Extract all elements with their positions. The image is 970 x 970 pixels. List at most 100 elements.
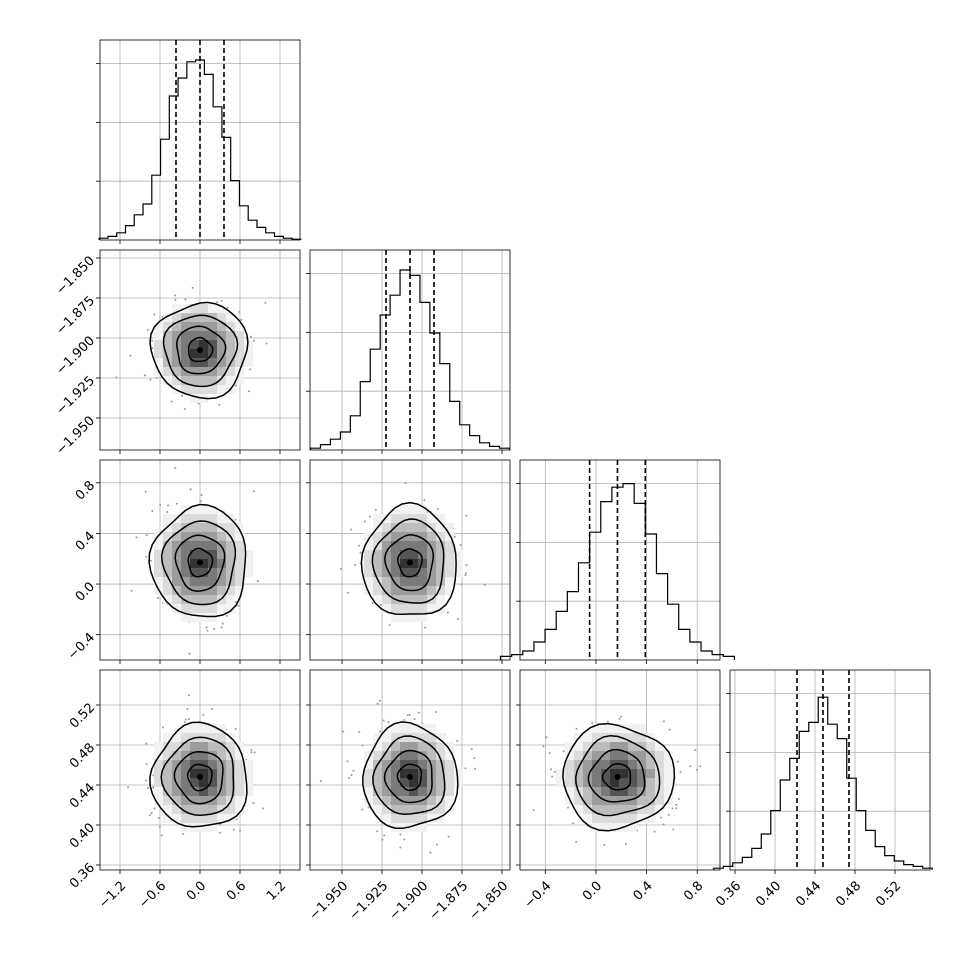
panel-3-2 bbox=[516, 669, 721, 874]
density-cell bbox=[418, 742, 427, 751]
density-cell bbox=[154, 778, 163, 787]
peak-marker bbox=[407, 774, 413, 780]
density-cell bbox=[646, 796, 655, 805]
density-cell bbox=[208, 367, 217, 376]
density-cell bbox=[583, 787, 592, 796]
scatter-point bbox=[199, 500, 202, 503]
density-cell bbox=[418, 814, 427, 823]
density-cell bbox=[217, 586, 226, 595]
density-cell bbox=[172, 577, 181, 586]
density-cell bbox=[628, 760, 637, 769]
density-cell bbox=[427, 541, 436, 550]
density-cell bbox=[391, 760, 400, 769]
density-cell bbox=[436, 514, 445, 523]
density-cell bbox=[391, 559, 400, 568]
scatter-point bbox=[186, 707, 189, 710]
scatter-point bbox=[174, 298, 177, 301]
density-cell bbox=[163, 787, 172, 796]
density-cell bbox=[226, 550, 235, 559]
density-cell bbox=[163, 331, 172, 340]
density-cell bbox=[199, 385, 208, 394]
scatter-point bbox=[456, 739, 459, 742]
scatter-point bbox=[662, 720, 665, 723]
density-cell bbox=[400, 559, 409, 568]
density-cell bbox=[409, 550, 418, 559]
density-cell bbox=[391, 604, 400, 613]
density-cell bbox=[208, 505, 217, 514]
density-cell bbox=[373, 559, 382, 568]
density-cell bbox=[172, 304, 181, 313]
scatter-point bbox=[232, 828, 235, 831]
density-cell bbox=[436, 760, 445, 769]
scatter-point bbox=[197, 402, 200, 405]
density-cell bbox=[400, 778, 409, 787]
scatter-point bbox=[130, 589, 133, 592]
y-tick-label: −1.875 bbox=[53, 293, 98, 338]
scatter-point bbox=[436, 843, 439, 846]
panel-0-0 bbox=[96, 39, 302, 244]
density-cell bbox=[154, 568, 163, 577]
scatter-point bbox=[261, 807, 264, 810]
density-cell bbox=[163, 541, 172, 550]
density-cell bbox=[664, 769, 673, 778]
density-cell bbox=[208, 751, 217, 760]
density-cell bbox=[436, 568, 445, 577]
density-cell bbox=[427, 604, 436, 613]
density-cell bbox=[409, 532, 418, 541]
density-cell bbox=[172, 550, 181, 559]
scatter-point bbox=[361, 744, 364, 747]
density-cell bbox=[226, 349, 235, 358]
density-cell bbox=[217, 331, 226, 340]
panel-2-2 bbox=[499, 459, 736, 664]
density-cell bbox=[154, 541, 163, 550]
density-cell bbox=[583, 751, 592, 760]
density-cell bbox=[418, 550, 427, 559]
density-cell bbox=[364, 532, 373, 541]
density-cell bbox=[418, 505, 427, 514]
scatter-point bbox=[562, 750, 565, 753]
scatter-point bbox=[146, 787, 149, 790]
density-cell bbox=[391, 751, 400, 760]
scatter-point bbox=[603, 844, 606, 847]
density-cell bbox=[436, 550, 445, 559]
density-cell bbox=[454, 559, 463, 568]
density-cell bbox=[208, 322, 217, 331]
scatter-point bbox=[464, 574, 467, 577]
density-cell bbox=[154, 769, 163, 778]
density-cell bbox=[610, 724, 619, 733]
scatter-point bbox=[252, 802, 255, 805]
y-tick-label: −1.950 bbox=[53, 413, 98, 458]
density-cell bbox=[208, 577, 217, 586]
scatter-point bbox=[358, 731, 361, 734]
peak-marker bbox=[197, 559, 203, 566]
scatter-point bbox=[145, 742, 148, 745]
density-cell bbox=[391, 532, 400, 541]
density-cell bbox=[655, 742, 664, 751]
density-cell bbox=[382, 733, 391, 742]
scatter-point bbox=[162, 726, 165, 729]
density-cell bbox=[244, 550, 253, 559]
density-cell bbox=[400, 760, 409, 769]
density-cell bbox=[154, 559, 163, 568]
density-cell bbox=[592, 769, 601, 778]
density-cell bbox=[154, 340, 163, 349]
density-cell bbox=[190, 394, 199, 403]
scatter-point bbox=[378, 699, 381, 702]
x-tick-label: −0.6 bbox=[136, 879, 169, 912]
contour-line bbox=[397, 548, 423, 578]
density-cell bbox=[592, 724, 601, 733]
density-cell bbox=[163, 778, 172, 787]
scatter-point bbox=[653, 830, 656, 833]
density-cell bbox=[226, 760, 235, 769]
density-cell bbox=[181, 751, 190, 760]
density-cell bbox=[601, 787, 610, 796]
density-cell bbox=[208, 532, 217, 541]
scatter-point bbox=[220, 299, 223, 302]
density-cell bbox=[391, 613, 400, 622]
density-cell bbox=[601, 814, 610, 823]
density-cell bbox=[592, 778, 601, 787]
density-cell bbox=[163, 358, 172, 367]
density-cell bbox=[208, 805, 217, 814]
x-tick-label: 0.52 bbox=[873, 879, 904, 910]
density-cell bbox=[628, 733, 637, 742]
